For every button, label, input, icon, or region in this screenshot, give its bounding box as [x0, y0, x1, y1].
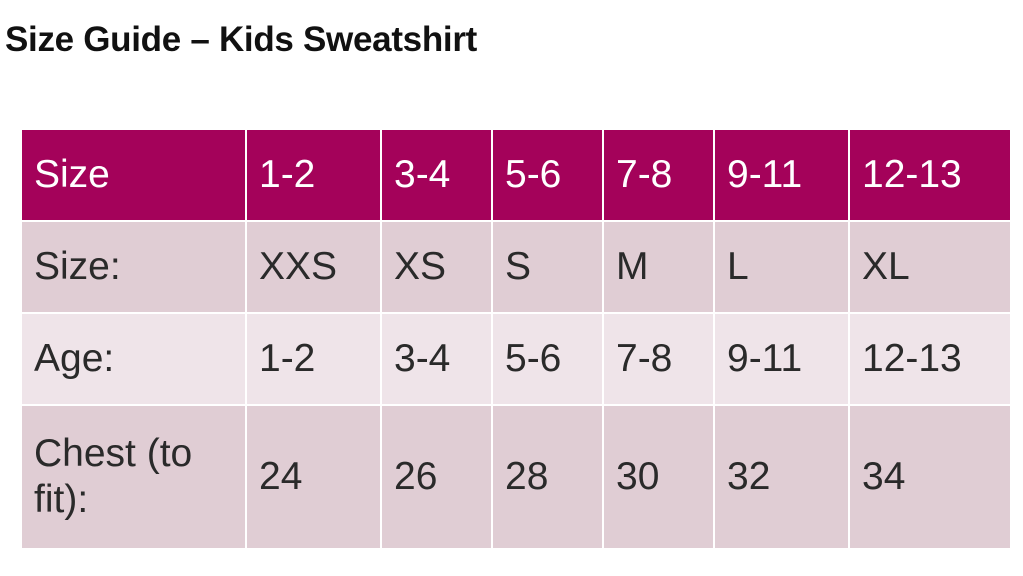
header-cell: 7-8: [604, 130, 713, 220]
header-cell: 5-6: [493, 130, 602, 220]
table-cell: 5-6: [493, 314, 602, 404]
table-cell: 32: [715, 406, 848, 548]
table-cell: 28: [493, 406, 602, 548]
table-cell: 30: [604, 406, 713, 548]
page-title: Size Guide – Kids Sweatshirt: [5, 20, 478, 59]
table-cell: XS: [382, 222, 491, 312]
header-cell: Size: [22, 130, 245, 220]
table-cell: XL: [850, 222, 1010, 312]
table-cell: S: [493, 222, 602, 312]
table-cell: 9-11: [715, 314, 848, 404]
table-cell: 26: [382, 406, 491, 548]
table-cell: 7-8: [604, 314, 713, 404]
table-cell: 24: [247, 406, 380, 548]
table-cell: Chest (to fit):: [22, 406, 245, 548]
header-cell: 12-13: [850, 130, 1010, 220]
table-cell: M: [604, 222, 713, 312]
table-cell: XXS: [247, 222, 380, 312]
header-cell: 1-2: [247, 130, 380, 220]
table-cell: 3-4: [382, 314, 491, 404]
table-cell: Age:: [22, 314, 245, 404]
table-cell: 1-2: [247, 314, 380, 404]
table-cell: 12-13: [850, 314, 1010, 404]
table-cell: L: [715, 222, 848, 312]
table-cell: 34: [850, 406, 1010, 548]
header-cell: 9-11: [715, 130, 848, 220]
header-cell: 3-4: [382, 130, 491, 220]
table-cell: Size:: [22, 222, 245, 312]
